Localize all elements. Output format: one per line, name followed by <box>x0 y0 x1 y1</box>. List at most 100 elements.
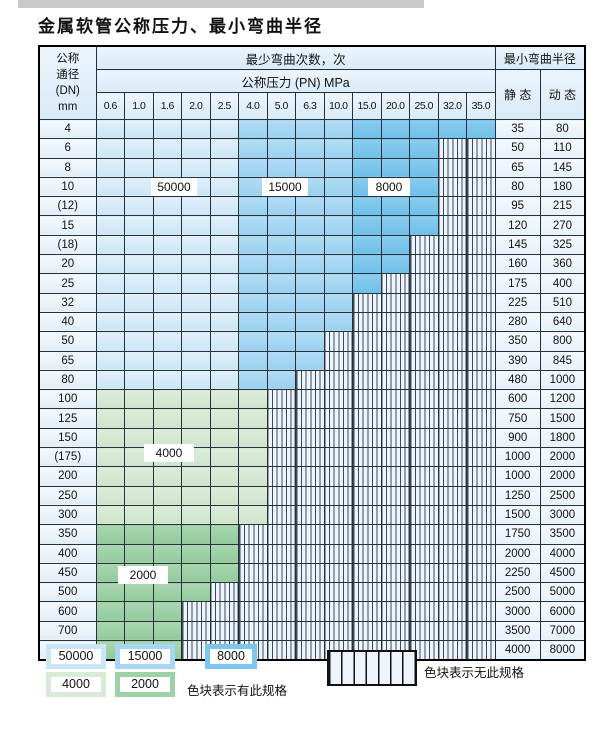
spec-cell-dn8-pn5.0 <box>266 157 296 178</box>
legend-swatch-15000-label: 15000 <box>120 649 170 664</box>
spec-cell-dn300-pn5.0 <box>266 504 296 526</box>
dynamic-radius-dn12: 215 <box>539 196 586 217</box>
header-dn-line3: (DN) <box>55 85 80 97</box>
table-row-dn-65: 65 390 845 <box>38 350 586 371</box>
spec-cell-dn150-pn4.0 <box>238 427 268 449</box>
spec-cell-dn8-pn0.6 <box>95 157 125 178</box>
dn-label-12: (12) <box>38 196 97 217</box>
spec-cell-dn32-pn0.6 <box>95 292 125 313</box>
spec-cell-dn125-pn4.0 <box>238 408 268 429</box>
bend-times-region-label-50000: 50000 <box>151 178 197 196</box>
header-dynamic: 动 态 <box>539 69 586 120</box>
table-row-dn-80: 80 480 1000 <box>38 369 586 391</box>
spec-cell-dn8-pn10.0 <box>323 157 353 178</box>
spec-cell-dn400-pn2.0 <box>181 543 211 564</box>
page-title: 金属软管公称压力、最小弯曲半径 <box>38 17 323 37</box>
spec-cell-dn300-pn6.3 <box>295 504 325 526</box>
spec-cell-dn4-pn4.0 <box>238 118 268 140</box>
spec-cell-dn200-pn20.0 <box>380 466 410 487</box>
spec-cell-dn400-pn5.0 <box>266 543 296 564</box>
dn-label-4: 4 <box>38 118 97 140</box>
spec-cell-dn40-pn25.0 <box>409 311 439 333</box>
spec-cell-dn200-pn2.5 <box>209 466 239 487</box>
spec-cell-dn400-pn0.6 <box>95 543 125 564</box>
spec-cell-dn350-pn25.0 <box>409 524 439 545</box>
spec-cell-dn700-pn2.5 <box>209 620 239 642</box>
spec-cell-dn125-pn32.0 <box>437 408 467 429</box>
spec-cell-dn32-pn15.0 <box>352 292 382 313</box>
spec-cell-dn50-pn32.0 <box>437 331 467 352</box>
spec-cell-dn500-pn1.6 <box>152 582 182 603</box>
spec-cell-dn20-pn32.0 <box>437 254 467 275</box>
spec-cell-dn100-pn25.0 <box>409 389 439 410</box>
bend-times-region-label-4000: 4000 <box>144 444 194 462</box>
spec-cell-dn500-pn15.0 <box>352 582 382 603</box>
spec-cell-dn450-pn10.0 <box>323 562 353 584</box>
spec-cell-dn80-pn35.0 <box>466 369 496 391</box>
spec-cell-dn250-pn6.3 <box>295 485 325 506</box>
spec-cell-dn50-pn5.0 <box>266 331 296 352</box>
spec-cell-dn10-pn32.0 <box>437 176 467 198</box>
spec-cell-dn12-pn2.0 <box>181 196 211 217</box>
spec-cell-dn10-pn25.0 <box>409 176 439 198</box>
spec-cell-dn175-pn0.6 <box>95 447 125 468</box>
spec-cell-dn20-pn10.0 <box>323 254 353 275</box>
static-radius-dn700: 3500 <box>494 620 541 642</box>
spec-cell-dn65-pn6.3 <box>295 350 325 371</box>
spec-cell-dn50-pn25.0 <box>409 331 439 352</box>
spec-cell-dn50-pn4.0 <box>238 331 268 352</box>
dn-label-32: 32 <box>38 292 97 313</box>
dynamic-radius-dn6: 110 <box>539 138 586 159</box>
spec-cell-dn400-pn32.0 <box>437 543 467 564</box>
spec-cell-dn350-pn32.0 <box>437 524 467 545</box>
spec-cell-dn450-pn35.0 <box>466 562 496 584</box>
table-row-dn-350: 350 1750 3500 <box>38 524 586 545</box>
spec-cell-dn250-pn20.0 <box>380 485 410 506</box>
dn-label-600: 600 <box>38 601 97 622</box>
spec-cell-dn300-pn15.0 <box>352 504 382 526</box>
spec-cell-dn65-pn15.0 <box>352 350 382 371</box>
table-row-dn-500: 500 2500 5000 <box>38 582 586 603</box>
spec-cell-dn200-pn4.0 <box>238 466 268 487</box>
spec-cell-dn20-pn5.0 <box>266 254 296 275</box>
spec-cell-dn20-pn15.0 <box>352 254 382 275</box>
spec-cell-dn15-pn4.0 <box>238 215 268 236</box>
spec-cell-dn18-pn10.0 <box>323 234 353 256</box>
spec-cell-dn700-pn10.0 <box>323 620 353 642</box>
spec-cell-dn50-pn1.6 <box>152 331 182 352</box>
spec-cell-dn15-pn1.6 <box>152 215 182 236</box>
table-row-dn-400: 400 2000 4000 <box>38 543 586 564</box>
static-radius-dn100: 600 <box>494 389 541 410</box>
spec-cell-dn300-pn32.0 <box>437 504 467 526</box>
spec-cell-dn250-pn1.6 <box>152 485 182 506</box>
dynamic-radius-dn800: 8000 <box>539 640 586 661</box>
spec-cell-dn700-pn20.0 <box>380 620 410 642</box>
spec-cell-dn600-pn1.0 <box>124 601 154 622</box>
spec-cell-dn40-pn15.0 <box>352 311 382 333</box>
spec-cell-dn15-pn20.0 <box>380 215 410 236</box>
header-pn-2.0: 2.0 <box>181 92 211 120</box>
dn-label-15: 15 <box>38 215 97 236</box>
table-row-dn-175: (175) 1000 2000 <box>38 447 586 468</box>
spec-cell-dn400-pn35.0 <box>466 543 496 564</box>
dynamic-radius-dn15: 270 <box>539 215 586 236</box>
spec-cell-dn450-pn5.0 <box>266 562 296 584</box>
spec-cell-dn300-pn2.5 <box>209 504 239 526</box>
static-radius-dn32: 225 <box>494 292 541 313</box>
spec-cell-dn350-pn1.0 <box>124 524 154 545</box>
spec-cell-dn500-pn10.0 <box>323 582 353 603</box>
table-row-dn-8: 8 65 145 <box>38 157 586 178</box>
spec-cell-dn65-pn10.0 <box>323 350 353 371</box>
spec-cell-dn65-pn35.0 <box>466 350 496 371</box>
spec-cell-dn18-pn2.0 <box>181 234 211 256</box>
spec-cell-dn8-pn32.0 <box>437 157 467 178</box>
spec-cell-dn175-pn10.0 <box>323 447 353 468</box>
spec-cell-dn150-pn15.0 <box>352 427 382 449</box>
spec-cell-dn350-pn6.3 <box>295 524 325 545</box>
dynamic-radius-dn8: 145 <box>539 157 586 178</box>
spec-cell-dn125-pn15.0 <box>352 408 382 429</box>
static-radius-dn18: 145 <box>494 234 541 256</box>
dynamic-radius-dn4: 80 <box>539 118 586 140</box>
legend-swatch-8000-label: 8000 <box>210 649 252 664</box>
spec-cell-dn80-pn10.0 <box>323 369 353 391</box>
